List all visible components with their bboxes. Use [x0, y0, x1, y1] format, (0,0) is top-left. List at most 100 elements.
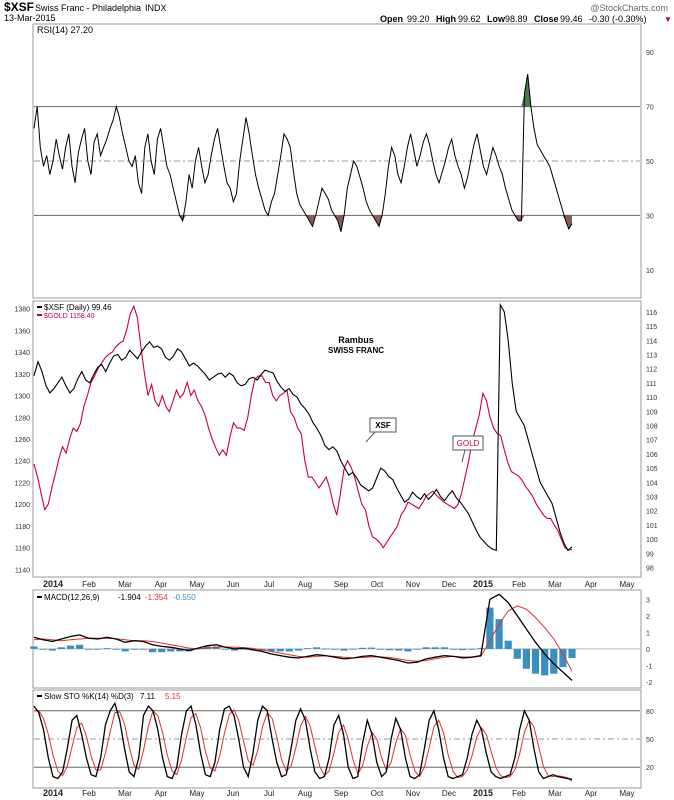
x-axis-label: Dec — [442, 580, 456, 589]
macd-hist-bar — [313, 647, 321, 649]
price-right-ytick: 100 — [646, 537, 658, 544]
macd-hist-bar — [66, 645, 75, 649]
macd-hist-bar — [358, 647, 366, 649]
macd-hist-bar — [550, 648, 558, 674]
price-left-ytick: 1180 — [15, 524, 30, 531]
macd-hist-bar — [395, 648, 403, 651]
rsi-oversold-fill — [34, 215, 572, 232]
price-right-ytick: 105 — [646, 466, 658, 473]
x-axis-label: Mar — [118, 789, 132, 798]
macd-hist-bar — [139, 648, 147, 650]
macd-hist-bar — [376, 648, 385, 650]
macd-hist-bar — [422, 647, 430, 649]
rsi-ytick: 50 — [646, 159, 654, 166]
price-right-ytick: 107 — [646, 438, 658, 445]
price-right-ytick: 111 — [646, 381, 657, 388]
macd-hist-bar — [276, 648, 284, 652]
macd-hist-bar — [294, 648, 303, 651]
d-value: 5.15 — [165, 692, 181, 701]
x-axis-label: Jun — [227, 789, 240, 798]
macd-ytick: 1 — [646, 630, 650, 637]
x-axis-label: Sep — [334, 789, 349, 798]
macd-hist-bar — [413, 648, 421, 650]
price-left-ytick: 1340 — [14, 350, 30, 357]
rsi-ytick: 70 — [646, 105, 654, 112]
price-right-ytick: 115 — [646, 324, 657, 331]
macd-hist-bar — [158, 648, 166, 653]
down-arrow-icon: ▼ — [664, 15, 672, 24]
macd-label: MACD(12,26,9) — [44, 593, 100, 602]
macd-hist-bar — [167, 648, 175, 652]
macd-hist-bar — [559, 648, 567, 668]
k-value: 7.11 — [140, 692, 156, 701]
sto-label: Slow STO %K(14) %D(3) — [44, 692, 134, 701]
macd-hist-bar — [267, 648, 275, 652]
macd-hist-bar — [121, 648, 129, 652]
high-value: 99.62 — [458, 14, 481, 24]
macd-hist-bar — [367, 647, 375, 649]
x-axis-label: 2014 — [43, 788, 63, 798]
price-left-ytick: 1300 — [14, 394, 30, 401]
price-right-ytick: 103 — [646, 494, 658, 501]
price-left-ytick: 1200 — [14, 502, 30, 509]
macd-ytick: 3 — [646, 597, 650, 604]
chart-exchange: INDX — [145, 3, 167, 13]
price-right-ytick: 104 — [646, 480, 658, 487]
price-right-ytick: 112 — [646, 367, 657, 374]
x-axis-label: Feb — [512, 580, 526, 589]
macd-hist-bar — [240, 648, 248, 650]
x-axis-label: Jul — [264, 580, 274, 589]
x-axis-label: Feb — [512, 789, 526, 798]
x-axis-label: May — [619, 789, 634, 798]
macd-hist-bar — [431, 647, 439, 649]
xsf-callout: XSF — [365, 417, 397, 443]
macd-hist-bar — [76, 644, 84, 649]
sto-ytick: 80 — [646, 709, 654, 716]
price-layer: 1140 1160 1180 1200 1220 1240 1260 1280 1300 1320… — [14, 302, 658, 574]
macd-hist-bar — [176, 648, 184, 652]
macd-hist-bar — [221, 648, 230, 650]
close-value: 99.46 — [560, 14, 583, 24]
x-axis-label: 2015 — [473, 579, 493, 589]
x-axis-label: May — [189, 580, 204, 589]
sto-ytick: 20 — [646, 765, 654, 772]
macd-hist-bar — [112, 648, 120, 650]
macd-ytick: -2 — [646, 680, 652, 687]
macd-hist-bar — [48, 648, 56, 651]
x-axis-label: 2014 — [43, 579, 63, 589]
price-right-ytick: 114 — [646, 338, 657, 345]
gold-legend: $GOLD 1158.40 — [44, 313, 95, 320]
annotation-title: Rambus — [338, 335, 374, 345]
macd-hist-bar — [477, 648, 485, 649]
price-left-ytick: 1380 — [14, 307, 30, 314]
rsi-ytick: 10 — [646, 268, 654, 275]
x-axis-label: Oct — [371, 580, 384, 589]
macd-hist-bar — [85, 648, 93, 650]
x-axis-label: May — [619, 580, 634, 589]
rsi-ytick: 30 — [646, 213, 654, 220]
price-right-ytick: 102 — [646, 509, 658, 516]
high-label: High — [436, 14, 456, 24]
annotation-subtitle: SWISS FRANC — [328, 346, 384, 355]
gold-line — [33, 304, 573, 551]
macd-hist-bar — [340, 648, 348, 651]
rsi-label: RSI(14) 27.20 — [37, 25, 93, 35]
low-value: 98.89 — [505, 14, 528, 24]
price-left-ytick: 1280 — [14, 415, 30, 422]
x-axis-label: Nov — [406, 789, 420, 798]
macd-hist-bar — [57, 647, 65, 649]
hist-value: -0.550 — [173, 593, 196, 602]
macd-hist-bar — [440, 647, 448, 649]
signal-value: -1.354 — [145, 593, 168, 602]
sto-d-line — [34, 709, 573, 782]
price-right-ytick: 98 — [646, 565, 654, 572]
x-axis-label: Jun — [227, 580, 240, 589]
x-axis-label: May — [189, 789, 204, 798]
price-left-ytick: 1140 — [15, 567, 30, 574]
rsi-line — [33, 73, 573, 232]
macd-hist-bar — [285, 648, 293, 652]
macd-hist-bar — [404, 648, 412, 652]
macd-layer: -2 -1 0 1 2 3 — [30, 593, 652, 687]
price-left-ytick: 1240 — [14, 459, 30, 466]
x-axis-label: Mar — [118, 580, 132, 589]
